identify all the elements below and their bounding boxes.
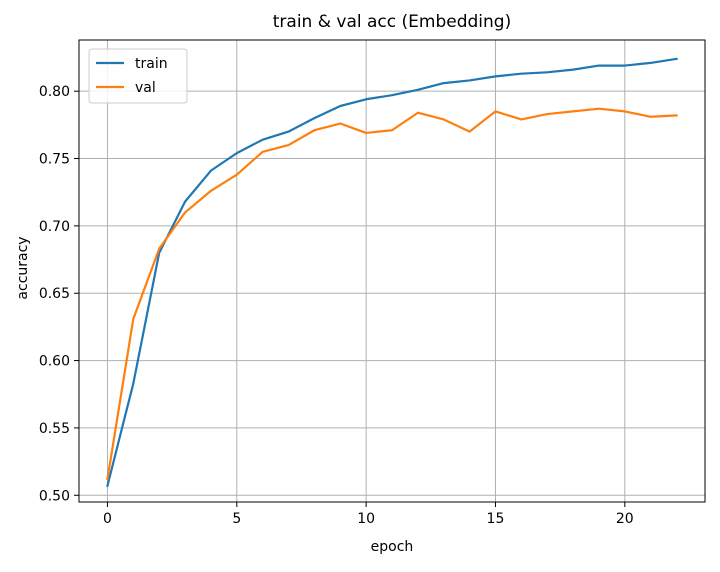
plot-area-frame xyxy=(78,39,706,503)
x-axis-label: epoch xyxy=(371,539,414,555)
y-tick-label: 0.80 xyxy=(39,84,70,100)
x-tick-label: 20 xyxy=(616,511,634,527)
y-axis-label: accuracy xyxy=(15,236,31,299)
chart-title: train & val acc (Embedding) xyxy=(273,12,511,32)
grid xyxy=(79,40,705,502)
x-tick-label: 0 xyxy=(103,511,112,527)
y-tick-label: 0.60 xyxy=(39,354,70,370)
legend-label-train: train xyxy=(135,56,168,72)
series-lines xyxy=(106,57,678,488)
y-tick-label: 0.70 xyxy=(39,219,70,235)
legend-label-val: val xyxy=(135,80,156,96)
x-tick-label: 15 xyxy=(487,511,505,527)
y-tick-label: 0.55 xyxy=(39,421,70,437)
series-line-val xyxy=(106,107,678,481)
series-line-train xyxy=(106,57,678,488)
y-tick-label: 0.50 xyxy=(39,488,70,504)
x-tick-label: 5 xyxy=(232,511,241,527)
y-tick-label: 0.75 xyxy=(39,152,70,168)
y-tick-label: 0.65 xyxy=(39,286,70,302)
axis-ticks: 0 5 10 15 20 0.50 0.55 0.60 0.65 0.70 0.75 0.80 xyxy=(39,84,634,527)
legend: train val xyxy=(88,48,188,104)
x-tick-label: 10 xyxy=(357,511,375,527)
